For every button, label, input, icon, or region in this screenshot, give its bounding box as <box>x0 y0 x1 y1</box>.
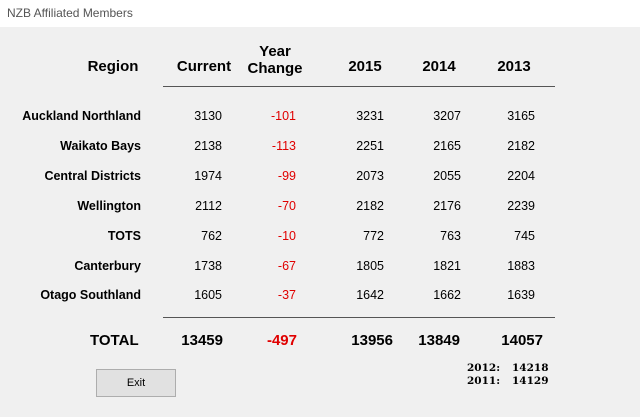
window-title: NZB Affiliated Members <box>7 6 133 20</box>
cell-region: Canterbury <box>74 259 141 273</box>
cell-2015: 772 <box>363 229 384 243</box>
cell-current: 1738 <box>194 259 222 273</box>
cell-current: 762 <box>201 229 222 243</box>
cell-region: Waikato Bays <box>60 139 141 153</box>
cell-region: Wellington <box>77 199 141 213</box>
exit-button-label: Exit <box>126 377 146 389</box>
cell-region: Otago Southland <box>40 288 141 302</box>
header-2015: 2015 <box>348 58 382 75</box>
prior-2011-label: 2011: <box>467 375 501 387</box>
prior-2011-value: 14129 <box>512 375 549 387</box>
cell-change: -101 <box>270 109 296 123</box>
cell-change: -113 <box>271 139 296 153</box>
cell-2015: 3231 <box>356 109 384 123</box>
cell-current: 3130 <box>194 109 222 123</box>
cell-2013: 2239 <box>507 199 535 213</box>
header-current: Current <box>176 58 232 75</box>
header-divider <box>163 86 555 87</box>
cell-2013: 745 <box>514 229 535 243</box>
total-current: 13459 <box>181 332 223 349</box>
total-2014: 13849 <box>418 332 460 349</box>
prior-2012-label: 2012: <box>467 362 501 374</box>
cell-region: Auckland Northland <box>22 109 141 123</box>
cell-region: Central Districts <box>44 169 141 183</box>
total-divider <box>163 317 555 318</box>
cell-change: -67 <box>277 259 296 273</box>
exit-button[interactable]: Exit <box>96 369 176 397</box>
title-bar: NZB Affiliated Members <box>0 0 640 27</box>
header-2014: 2014 <box>422 58 456 75</box>
header-2013: 2013 <box>497 58 531 75</box>
cell-2014: 2176 <box>433 199 461 213</box>
cell-2015: 2251 <box>356 139 384 153</box>
cell-2013: 3165 <box>507 109 535 123</box>
cell-current: 1974 <box>194 169 222 183</box>
header-year-change-line2: Change <box>247 60 303 77</box>
cell-current: 1605 <box>194 288 222 302</box>
total-2015: 13956 <box>351 332 393 349</box>
cell-change: -70 <box>277 199 296 213</box>
cell-2014: 2055 <box>433 169 461 183</box>
cell-2013: 1883 <box>507 259 535 273</box>
cell-2013: 2204 <box>507 169 535 183</box>
cell-2014: 3207 <box>433 109 461 123</box>
header-year-change-line1: Year <box>259 43 291 60</box>
total-2013: 14057 <box>501 332 543 349</box>
total-label: TOTAL <box>90 332 139 349</box>
cell-2013: 1639 <box>507 288 535 302</box>
cell-change: -37 <box>277 288 296 302</box>
total-change: -497 <box>266 332 297 349</box>
cell-2015: 1805 <box>356 259 384 273</box>
cell-2015: 2073 <box>356 169 384 183</box>
cell-2015: 2182 <box>356 199 384 213</box>
header-region: Region <box>87 58 139 75</box>
prior-2012-value: 14218 <box>512 362 549 374</box>
cell-region: TOTS <box>107 229 141 243</box>
cell-current: 2138 <box>194 139 222 153</box>
cell-2013: 2182 <box>507 139 535 153</box>
cell-2014: 1662 <box>433 288 461 302</box>
cell-2014: 1821 <box>433 259 461 273</box>
cell-2015: 1642 <box>356 288 384 302</box>
cell-change: -99 <box>277 169 296 183</box>
cell-change: -10 <box>277 229 296 243</box>
cell-current: 2112 <box>195 199 222 213</box>
cell-2014: 2165 <box>433 139 461 153</box>
cell-2014: 763 <box>440 229 461 243</box>
